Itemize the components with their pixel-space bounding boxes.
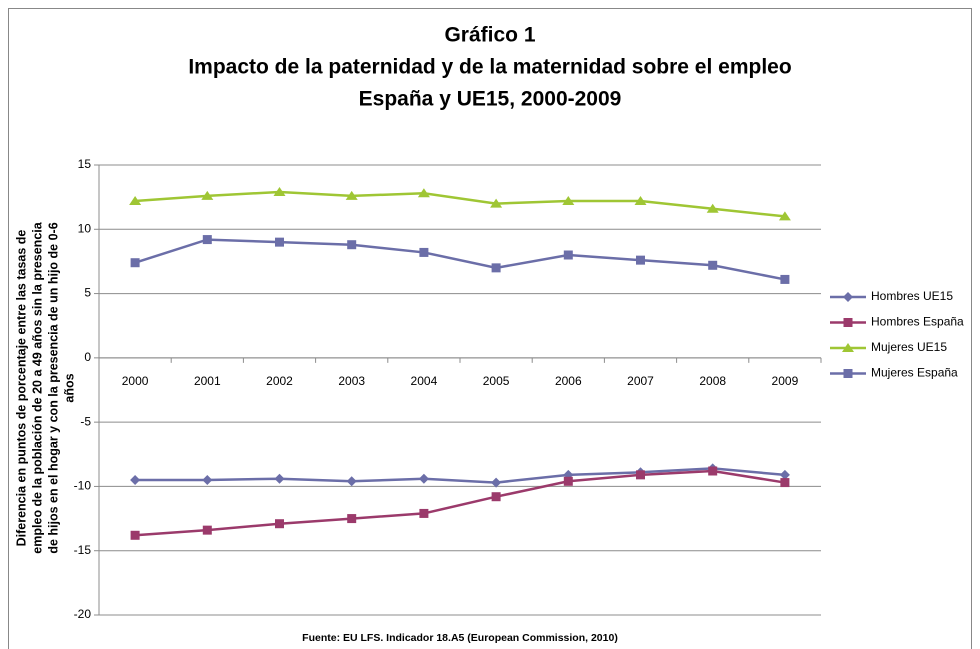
- chart-title: Gráfico 1: [444, 24, 535, 47]
- point: [201, 190, 214, 200]
- point: [129, 196, 142, 205]
- x-tick-label: 2009: [772, 374, 799, 388]
- point: [274, 473, 285, 484]
- x-tick-label: 2007: [627, 374, 654, 388]
- point: [202, 525, 212, 535]
- y-axis-label: de hijos en el hogar y con la presencia …: [46, 222, 60, 553]
- point: [779, 469, 790, 480]
- point: [202, 235, 212, 245]
- x-tick-label: 2005: [483, 374, 510, 388]
- line: [134, 238, 786, 281]
- point: [780, 478, 790, 488]
- y-axis-label: Diferencia en puntos de porcentaje entre…: [14, 230, 28, 547]
- y-axis-label: empleo de la población de 20 a 49 años s…: [30, 221, 44, 553]
- x-tick-label: 2002: [266, 374, 293, 388]
- point: [202, 475, 213, 485]
- chart-title: Impacto de la paternidad y de la materni…: [188, 56, 791, 79]
- point: [346, 476, 357, 487]
- point: [634, 196, 647, 205]
- point: [706, 203, 719, 213]
- point: [417, 188, 430, 198]
- legend-label: Mujeres UE15: [871, 340, 947, 354]
- x-tick-label: 2008: [699, 374, 726, 388]
- point: [418, 473, 429, 484]
- y-tick-label: -5: [80, 414, 91, 428]
- point: [563, 476, 573, 486]
- y-tick-label: -10: [74, 479, 92, 493]
- point: [563, 250, 573, 260]
- point: [275, 237, 284, 247]
- y-tick-label: -20: [74, 607, 92, 621]
- legend-marker: [843, 369, 853, 378]
- point: [130, 475, 141, 485]
- point: [778, 211, 791, 221]
- point: [275, 519, 284, 529]
- x-tick-label: 2001: [194, 374, 221, 388]
- point: [491, 492, 501, 502]
- point: [130, 258, 140, 268]
- x-tick-label: 2003: [338, 374, 365, 388]
- line: [135, 469, 786, 537]
- y-axis-label: años: [62, 373, 76, 402]
- legend-marker: [843, 292, 853, 302]
- point: [708, 466, 718, 476]
- line: [135, 190, 786, 218]
- y-tick-label: 15: [78, 157, 92, 171]
- legend-label: Hombres España: [871, 315, 964, 329]
- point: [780, 274, 790, 284]
- point: [491, 477, 502, 488]
- point: [273, 187, 286, 196]
- point: [636, 470, 645, 480]
- point: [345, 190, 358, 200]
- point: [347, 240, 357, 250]
- point: [636, 255, 645, 265]
- x-tick-label: 2004: [411, 374, 438, 388]
- y-tick-label: 5: [84, 286, 91, 300]
- y-tick-label: 10: [78, 221, 92, 235]
- point: [708, 260, 718, 270]
- point: [130, 530, 140, 540]
- legend-label: Mujeres España: [871, 366, 958, 380]
- legend-marker: [842, 343, 854, 352]
- point: [491, 263, 501, 273]
- chart-border: [8, 8, 972, 649]
- line: [135, 467, 786, 484]
- legend-marker: [843, 318, 853, 327]
- point: [419, 247, 429, 257]
- point: [490, 198, 503, 208]
- x-tick-label: 2006: [555, 374, 582, 388]
- point: [347, 514, 357, 524]
- point: [562, 196, 575, 205]
- x-tick-label: 2000: [122, 374, 149, 388]
- point: [419, 508, 429, 518]
- source: Fuente: EU LFS. Indicador 18.A5 (Europea…: [302, 632, 618, 644]
- y-tick-label: -15: [74, 543, 92, 557]
- y-tick-label: 0: [84, 350, 91, 364]
- legend-label: Hombres UE15: [871, 289, 953, 303]
- chart-title: España y UE15, 2000-2009: [359, 88, 622, 111]
